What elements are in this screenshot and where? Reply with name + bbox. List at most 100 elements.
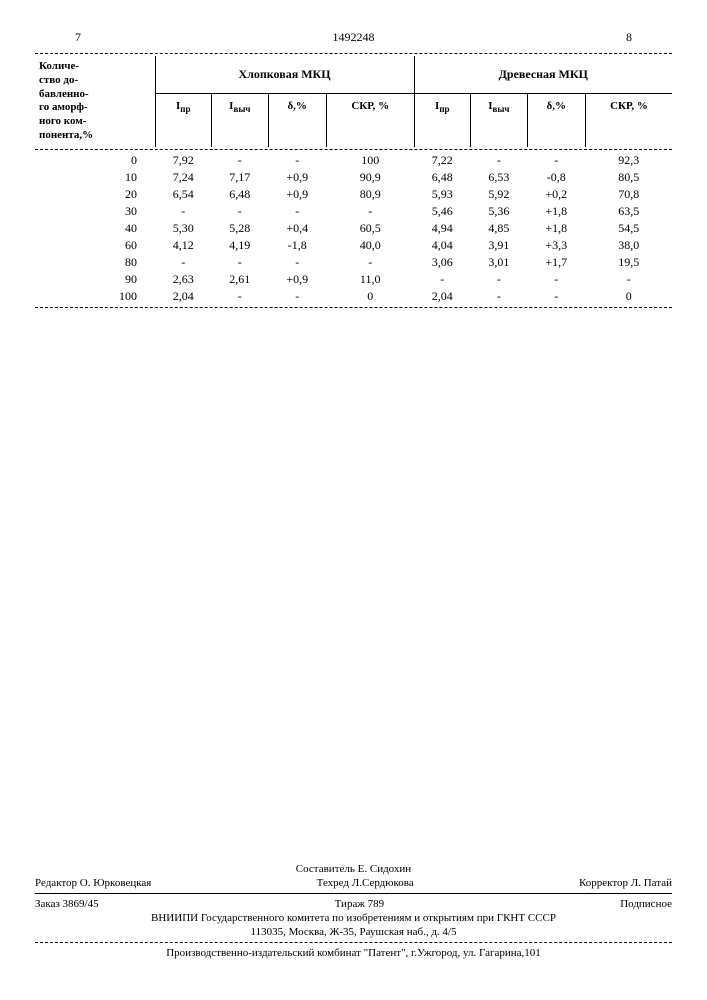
value-cell: 70,8: [585, 186, 672, 203]
value-cell: 4,12: [155, 237, 212, 254]
value-cell: 7,24: [155, 169, 212, 186]
col-skr-1: СКР, %: [326, 93, 414, 146]
amount-cell: 0: [35, 152, 155, 169]
value-cell: 90,9: [326, 169, 414, 186]
table-row: 1002,04--02,04--0: [35, 288, 672, 305]
value-cell: 5,28: [212, 220, 269, 237]
value-cell: 54,5: [585, 220, 672, 237]
value-cell: -: [268, 254, 326, 271]
value-cell: -: [268, 203, 326, 220]
value-cell: 2,61: [212, 271, 269, 288]
value-cell: 6,53: [471, 169, 528, 186]
value-cell: 2,04: [414, 288, 471, 305]
publisher-line: Производственно-издательский комбинат "П…: [35, 946, 672, 960]
value-cell: 11,0: [326, 271, 414, 288]
value-cell: +1,8: [527, 220, 585, 237]
col-ivych-2: Iвыч: [471, 93, 528, 146]
copies-label: Тираж 789: [335, 898, 385, 910]
table-top-rule: [35, 53, 672, 54]
value-cell: +0,9: [268, 169, 326, 186]
editor-label: Редактор О. Юрковецкая: [35, 877, 151, 889]
value-cell: 80,9: [326, 186, 414, 203]
value-cell: -: [155, 203, 212, 220]
value-cell: 40,0: [326, 237, 414, 254]
value-cell: -: [212, 288, 269, 305]
value-cell: 92,3: [585, 152, 672, 169]
value-cell: -: [414, 271, 471, 288]
value-cell: 63,5: [585, 203, 672, 220]
amount-cell: 30: [35, 203, 155, 220]
table-row: 30----5,465,36+1,863,5: [35, 203, 672, 220]
col-ipr-1: Iпр: [155, 93, 212, 146]
value-cell: 3,01: [471, 254, 528, 271]
value-cell: -: [268, 152, 326, 169]
value-cell: 7,92: [155, 152, 212, 169]
table-row: 604,124,19-1,840,04,043,91+3,338,0: [35, 237, 672, 254]
value-cell: 4,04: [414, 237, 471, 254]
value-cell: -: [527, 288, 585, 305]
value-cell: -: [585, 271, 672, 288]
value-cell: -1,8: [268, 237, 326, 254]
value-cell: 6,48: [414, 169, 471, 186]
value-cell: +3,3: [527, 237, 585, 254]
page-num-right: 8: [626, 30, 632, 45]
table-row: 107,247,17+0,990,96,486,53-0,880,5: [35, 169, 672, 186]
amount-cell: 40: [35, 220, 155, 237]
value-cell: -: [212, 254, 269, 271]
value-cell: 5,92: [471, 186, 528, 203]
value-cell: -: [155, 254, 212, 271]
data-table: Количе-ство до-бавленно-го аморф-ного ко…: [35, 56, 672, 305]
table-row: 206,546,48+0,980,95,935,92+0,270,8: [35, 186, 672, 203]
value-cell: +0,2: [527, 186, 585, 203]
value-cell: 7,17: [212, 169, 269, 186]
value-cell: -: [471, 288, 528, 305]
compiler-line: Составитель Е. Сидохин: [35, 862, 672, 876]
value-cell: -: [212, 152, 269, 169]
col-skr-2: СКР, %: [585, 93, 672, 146]
table-row: 902,632,61+0,911,0----: [35, 271, 672, 288]
value-cell: 38,0: [585, 237, 672, 254]
col-ipr-2: Iпр: [414, 93, 471, 146]
value-cell: -: [326, 203, 414, 220]
value-cell: 0: [326, 288, 414, 305]
org-line: ВНИИПИ Государственного комитета по изоб…: [35, 911, 672, 925]
value-cell: +0,4: [268, 220, 326, 237]
value-cell: -: [527, 152, 585, 169]
value-cell: 5,36: [471, 203, 528, 220]
table-row: 80----3,063,01+1,719,5: [35, 254, 672, 271]
value-cell: 5,93: [414, 186, 471, 203]
value-cell: -: [268, 288, 326, 305]
value-cell: 100: [326, 152, 414, 169]
col-delta-1: δ,%: [268, 93, 326, 146]
value-cell: 2,63: [155, 271, 212, 288]
value-cell: 5,30: [155, 220, 212, 237]
value-cell: -: [471, 271, 528, 288]
value-cell: 0: [585, 288, 672, 305]
value-cell: -0,8: [527, 169, 585, 186]
page-header: 7 1492248 8: [35, 30, 672, 45]
value-cell: +1,8: [527, 203, 585, 220]
techred-label: Техред Л.Сердюкова: [317, 877, 414, 889]
value-cell: +1,7: [527, 254, 585, 271]
value-cell: 19,5: [585, 254, 672, 271]
addr-line: 113035, Москва, Ж-35, Раушская наб., д. …: [35, 925, 672, 939]
value-cell: -: [471, 152, 528, 169]
value-cell: 6,54: [155, 186, 212, 203]
value-cell: 3,06: [414, 254, 471, 271]
amount-cell: 20: [35, 186, 155, 203]
order-label: Заказ 3869/45: [35, 898, 99, 910]
value-cell: +0,9: [268, 186, 326, 203]
value-cell: -: [212, 203, 269, 220]
value-cell: 4,94: [414, 220, 471, 237]
doc-number: 1492248: [81, 30, 626, 45]
amount-cell: 100: [35, 288, 155, 305]
row-header-label: Количе-ство до-бавленно-го аморф-ного ко…: [35, 56, 155, 147]
amount-cell: 60: [35, 237, 155, 254]
value-cell: -: [326, 254, 414, 271]
value-cell: 6,48: [212, 186, 269, 203]
value-cell: 80,5: [585, 169, 672, 186]
value-cell: 5,46: [414, 203, 471, 220]
value-cell: 7,22: [414, 152, 471, 169]
table-bottom-rule: [35, 307, 672, 308]
amount-cell: 90: [35, 271, 155, 288]
